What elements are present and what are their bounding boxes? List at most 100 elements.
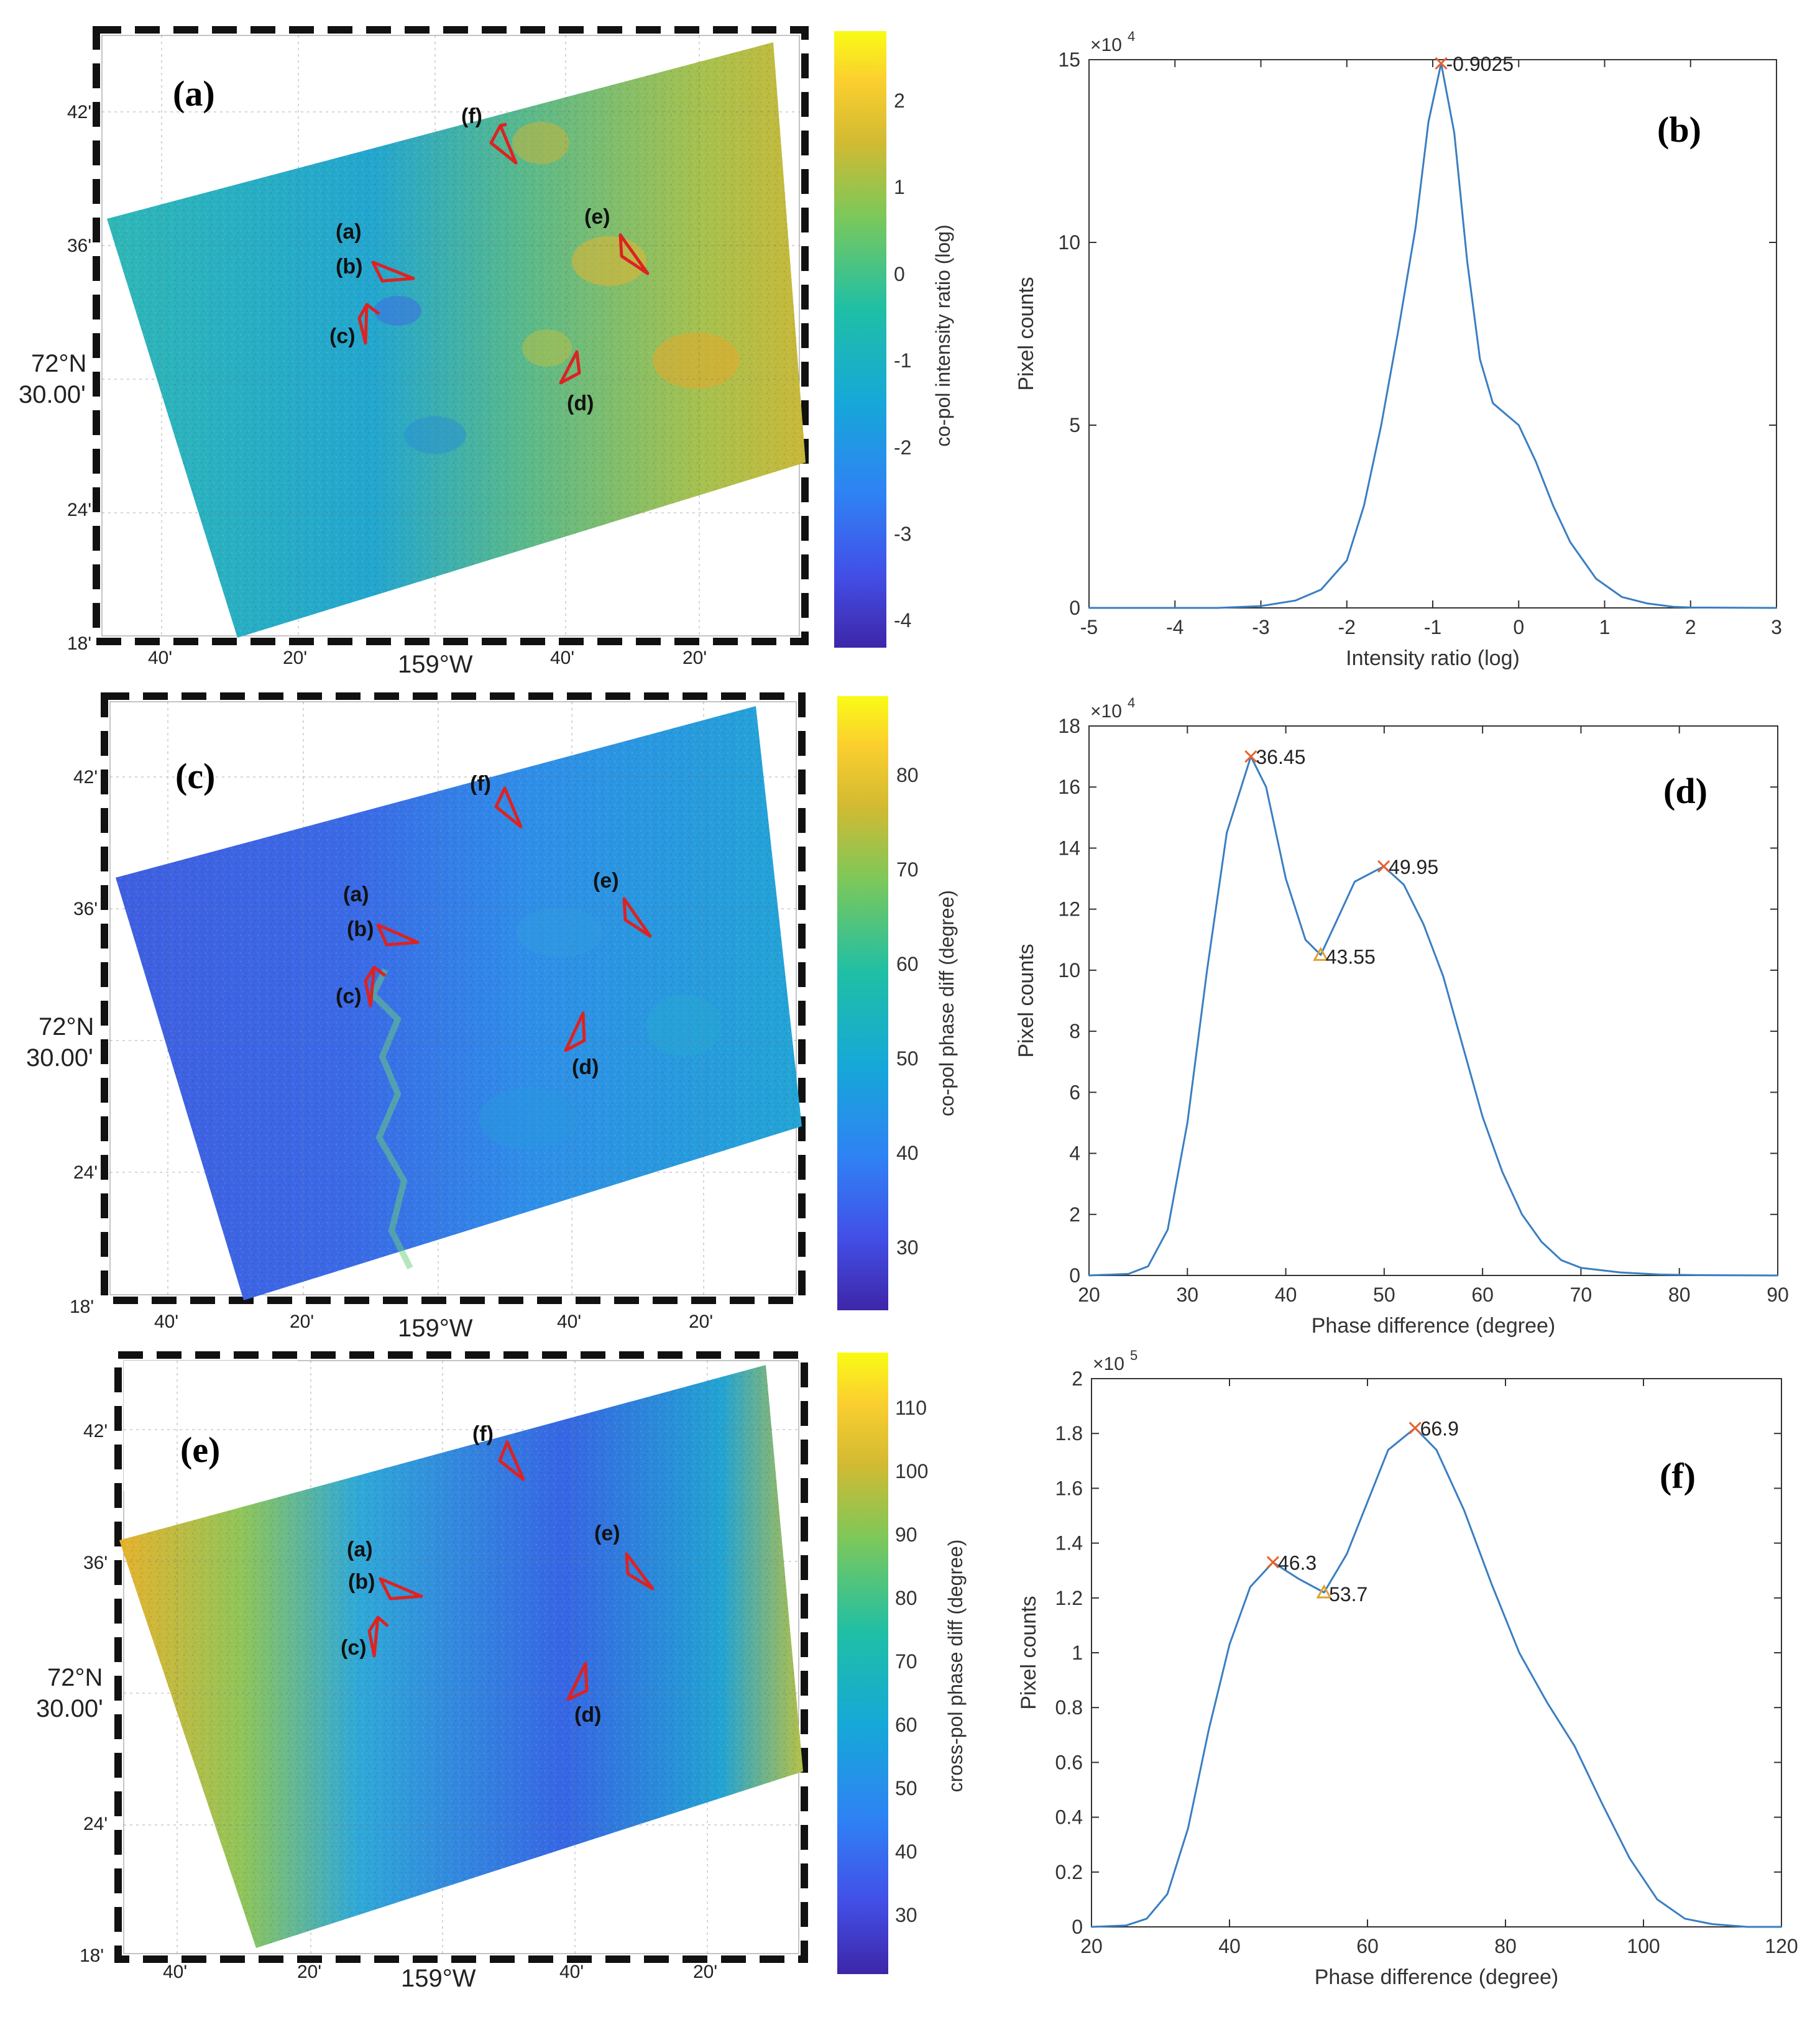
panel-label: (c) [175,756,215,796]
lon-label: 159°W [398,651,473,678]
data-point [1265,786,1267,788]
graticule [102,35,799,636]
y-exponent-label: ×10 [1093,1354,1124,1374]
peak-label: 46.3 [1278,1551,1317,1574]
lon-label: 20' [693,1962,717,1982]
data-point [1088,607,1090,609]
colorbar-tick: 110 [895,1397,927,1419]
histogram-panel-d: 20 30 40 50 60 70 80 90 0 2 4 6 8 10 12 14 16 18 ×10 4 Phase… [1014,695,1789,1338]
data-point [1187,1122,1188,1124]
y-tick-label: 1 [1072,1642,1083,1664]
data-point [1147,1266,1149,1267]
colorbar-tick: -2 [894,436,911,459]
colorbar-tick: -3 [894,523,911,545]
colorbar-tick: 30 [896,1236,919,1259]
map-frame-outer [93,26,809,645]
site-label: (b) [347,917,374,941]
lat-label: 42' [83,1421,108,1441]
colorbar-tick: 50 [895,1777,917,1799]
y-tick-label: 1.6 [1055,1477,1083,1499]
data-point [1521,1213,1523,1216]
site-arrows [357,122,650,385]
colorbar-tick: -1 [894,349,911,372]
lat-label: 18' [70,1297,94,1317]
colorbar-tick: 60 [896,953,919,975]
data-point [1206,969,1208,972]
site-label: (e) [584,205,610,229]
site-label: (a) [336,220,362,244]
map-panel-a: 2 1 0 -1 -2 -3 -4 co-pol intensity ratio… [19,26,954,678]
valley-marker [1316,1584,1332,1599]
x-tick-label: -5 [1080,616,1098,638]
ice-floes [374,122,740,454]
lat-label: 72°N [31,350,86,377]
data-point [1698,1274,1700,1276]
y-tick-label: 0.4 [1055,1806,1083,1829]
colorbar [837,1353,888,1974]
lon-label: 159°W [401,1965,476,1992]
sar-image-texture [119,1365,803,1948]
lon-label: 40' [557,1312,581,1332]
y-axis-label: Pixel counts [1014,277,1038,390]
plot-axes-box [1091,1378,1782,1927]
data-point [1492,402,1494,404]
colorbar-label: co-pol phase diff (degree) [935,890,958,1116]
peak-marker [1435,57,1448,70]
x-tick-label: -3 [1252,616,1269,638]
data-point [1217,607,1219,609]
lon-label: 20' [290,1312,314,1332]
colorbar-tick: 0 [894,263,905,285]
site-label: (d) [567,392,594,415]
lat-label: 18' [67,633,91,654]
data-point [1746,1926,1748,1928]
data-point [1453,132,1455,134]
y-tick-label: 0.2 [1055,1861,1083,1883]
lat-label: 30.00' [19,381,86,408]
histogram-panel-f: 20 40 60 80 100 120 0 0.2 0.4 0.6 0.8 1 1.2 1.4 1.6 1.8… [1017,1348,1798,1989]
data-point [1540,1241,1543,1243]
data-point [1166,1893,1169,1895]
lat-label: 42' [73,767,98,788]
y-tick-label: 15 [1058,48,1080,71]
data-point [1249,1586,1251,1588]
peak-marker [1409,1422,1422,1435]
y-tick-label: 8 [1069,1020,1080,1042]
y-tick-label: 0 [1069,597,1080,619]
data-point [1657,1898,1658,1901]
peak-marker [1244,750,1257,763]
colorbar [837,696,888,1310]
data-point [1228,1643,1231,1645]
site-label: (e) [593,869,619,893]
colorbar-label: co-pol intensity ratio (log) [932,224,954,446]
y-tick-label: 5 [1069,414,1080,436]
data-point [1580,1267,1582,1269]
map-frame-inner [101,35,800,636]
lon-label: 20' [297,1962,321,1982]
x-tick-label: 80 [1668,1284,1691,1306]
x-tick-label: -2 [1338,616,1356,638]
map-frame-inner [109,701,797,1295]
y-axis-label: Pixel counts [1017,1596,1041,1709]
data-point [1090,1926,1093,1928]
site-arrows [367,1440,655,1701]
site-label: (b) [348,1570,375,1594]
site-label: (c) [341,1636,367,1660]
peak-label: 66.9 [1420,1417,1459,1440]
data-point [1285,878,1287,880]
graticule [110,702,796,1295]
data-point [1088,1274,1090,1277]
sar-image-texture [116,706,802,1300]
data-point [1462,1045,1464,1047]
lat-label: 24' [67,500,91,520]
y-exponent-power: 4 [1128,695,1135,710]
colorbar-tick: 30 [895,1904,917,1926]
peak-label: -0.9025 [1446,53,1514,75]
data-point [1573,1745,1576,1747]
colorbar-tick: 70 [895,1650,917,1673]
x-tick-label: 80 [1494,1935,1517,1957]
data-point [1167,1229,1169,1231]
colorbar [834,31,886,648]
x-tick-label: 60 [1471,1284,1494,1306]
lon-label: 40' [550,648,574,668]
